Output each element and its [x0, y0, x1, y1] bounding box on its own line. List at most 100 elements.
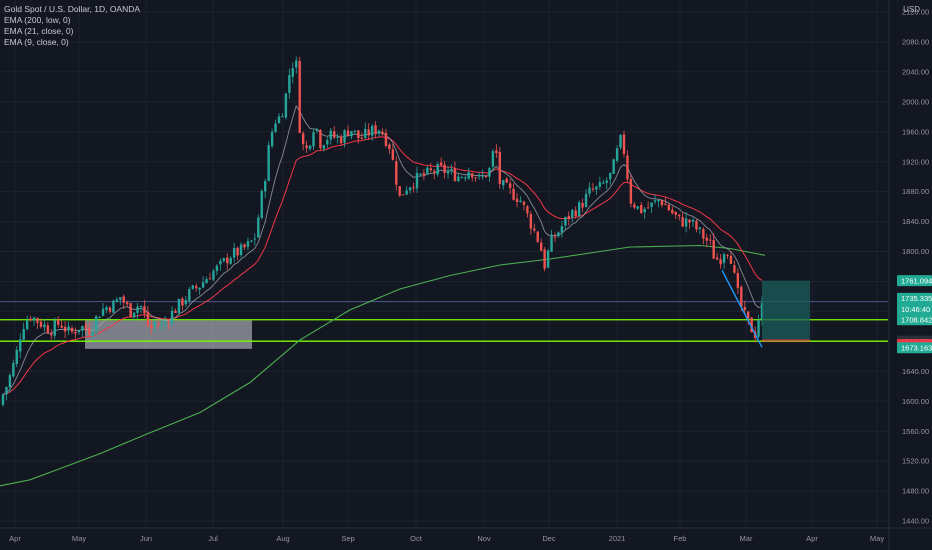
- price-tick-label: 2080.00: [902, 38, 929, 47]
- candle-body: [412, 187, 415, 189]
- candle-body: [691, 219, 695, 222]
- candle-body: [191, 285, 194, 289]
- candle-body: [288, 75, 291, 93]
- candle-body: [1, 394, 5, 405]
- candle-body: [508, 183, 512, 188]
- time-tick-label: Feb: [674, 534, 687, 543]
- candle-body: [81, 326, 84, 331]
- price-tag-label: 1761.094: [901, 276, 932, 285]
- candle-body: [512, 188, 515, 200]
- candle-body: [519, 200, 522, 202]
- candle-body: [112, 300, 115, 313]
- candle-body: [719, 259, 722, 265]
- candle-body: [622, 134, 626, 155]
- candle-body: [181, 298, 184, 306]
- candle-body: [640, 204, 643, 213]
- candle-body: [553, 236, 557, 238]
- candle-body: [671, 209, 674, 214]
- symbol-title[interactable]: Gold Spot / U.S. Dollar, 1D, OANDA: [4, 4, 141, 14]
- candle-body: [674, 211, 677, 215]
- candle-body: [477, 174, 481, 177]
- candle-body: [253, 238, 257, 240]
- price-tick-label: 1800.00: [902, 247, 929, 256]
- candle-body: [653, 200, 657, 202]
- candle-body: [360, 137, 363, 139]
- candle-body: [305, 145, 308, 149]
- candle-body: [91, 331, 94, 336]
- price-tag-label: 1735.335: [901, 294, 932, 303]
- candle-body: [277, 116, 281, 124]
- candle-body: [60, 325, 63, 328]
- price-tag-countdown: 10:46:40: [901, 305, 930, 314]
- candle-body: [215, 265, 219, 271]
- candle-body: [550, 235, 553, 252]
- ema21-legend[interactable]: EMA (21, close, 0): [4, 26, 74, 36]
- ema200-legend[interactable]: EMA (200, low, 0): [4, 15, 71, 25]
- candle-body: [274, 123, 277, 132]
- candle-body: [343, 130, 346, 143]
- candle-body: [232, 248, 236, 258]
- time-tick-label: Dec: [542, 534, 556, 543]
- wedge-trendline[interactable]: [721, 269, 763, 348]
- candle-body: [571, 210, 574, 218]
- candle-body: [543, 249, 546, 269]
- candle-body: [132, 312, 136, 318]
- candle-body: [208, 278, 212, 280]
- candle-body: [250, 240, 253, 242]
- candle-body: [474, 177, 477, 179]
- candle-body: [25, 320, 29, 329]
- candle-body: [46, 325, 50, 334]
- candle-body: [195, 286, 198, 289]
- candle-body: [119, 297, 122, 300]
- candle-body: [367, 129, 370, 136]
- ema9-legend[interactable]: EMA (9, close, 0): [4, 37, 69, 47]
- candle-body: [5, 386, 8, 395]
- candle-body: [177, 298, 181, 313]
- candle-body: [619, 134, 622, 148]
- candle-body: [529, 214, 533, 229]
- ema21-line: [2, 136, 763, 395]
- candle-body: [257, 217, 260, 238]
- long-position-stop-box[interactable]: [762, 339, 810, 343]
- candle-body: [757, 319, 760, 337]
- candle-body: [32, 317, 36, 321]
- candle-body: [636, 206, 639, 209]
- candle-body: [457, 176, 460, 182]
- candle-body: [264, 181, 267, 192]
- time-tick-label: Apr: [9, 534, 21, 543]
- candle-body: [422, 172, 426, 176]
- candle-body: [357, 130, 360, 139]
- candle-body: [377, 130, 381, 134]
- price-tag-label: 1673.163: [901, 343, 932, 352]
- candle-body: [246, 241, 250, 247]
- long-position-target-box[interactable]: [762, 280, 810, 340]
- candle-body: [557, 232, 560, 237]
- candle-body: [94, 316, 98, 331]
- candle-body: [308, 145, 312, 149]
- candle-body: [312, 132, 315, 147]
- candle-body: [595, 186, 598, 190]
- candle-body: [678, 214, 681, 217]
- candle-body: [643, 208, 646, 213]
- candle-body: [370, 126, 374, 136]
- price-tick-label: 2000.00: [902, 97, 929, 106]
- candle-body: [747, 311, 750, 319]
- candle-body: [70, 327, 74, 332]
- candle-body: [505, 178, 508, 183]
- time-tick-label: Oct: [410, 534, 423, 543]
- price-tick-label: 1600.00: [902, 397, 929, 406]
- candle-body: [129, 303, 132, 317]
- price-tick-label: 2040.00: [902, 67, 929, 76]
- candle-body: [291, 68, 294, 77]
- candle-body: [626, 155, 629, 180]
- candle-body: [709, 239, 712, 241]
- candle-body: [515, 198, 519, 203]
- candle-body: [143, 306, 146, 314]
- candle-body: [322, 145, 326, 149]
- time-tick-label: Jun: [140, 534, 152, 543]
- candle-body: [574, 210, 577, 217]
- candle-body: [433, 171, 436, 173]
- candle-body: [564, 217, 567, 226]
- candle-body: [346, 130, 350, 136]
